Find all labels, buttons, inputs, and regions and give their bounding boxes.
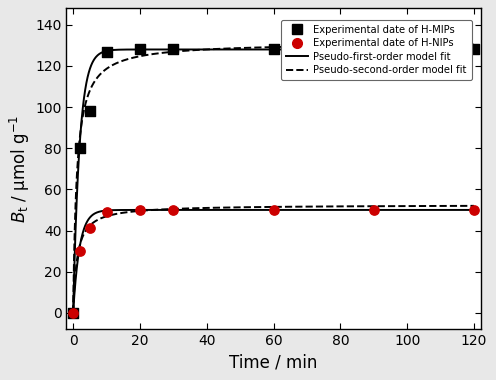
Point [270,46,278,52]
Point [76,248,84,254]
Point [103,209,111,215]
Point [270,207,278,213]
Point [370,207,378,213]
Point [470,46,478,52]
Point [86,108,94,114]
Point [370,46,378,52]
Point [69,310,77,316]
Point [136,207,144,213]
Point [169,207,177,213]
Point [136,46,144,52]
Point [69,310,77,316]
Point [103,49,111,55]
Point [86,225,94,231]
X-axis label: Time / min: Time / min [229,354,318,372]
Legend: Experimental date of H-MIPs, Experimental date of H-NIPs, Pseudo-first-order mod: Experimental date of H-MIPs, Experimenta… [281,20,472,80]
Point [470,207,478,213]
Point [169,46,177,52]
Point [76,145,84,151]
Y-axis label: $B_\mathrm{t}$ / μmol g$^{-1}$: $B_\mathrm{t}$ / μmol g$^{-1}$ [8,115,32,223]
